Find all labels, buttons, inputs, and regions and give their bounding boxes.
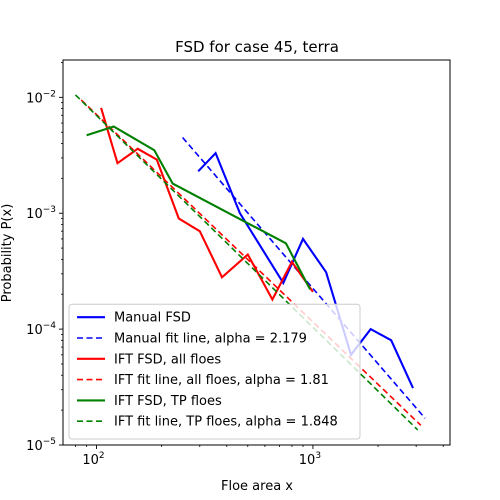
x-tick-base: 10: [82, 453, 99, 468]
x-tick-exponent: 2: [99, 451, 105, 461]
y-tick-base: 10: [26, 91, 43, 106]
y-tick-exponent: −2: [43, 89, 56, 99]
legend-label-manual-fit-line-alpha-2-179: Manual fit line, alpha = 2.179: [114, 332, 307, 347]
legend-label-manual-fsd: Manual FSD: [114, 311, 191, 326]
series-layer: [74, 94, 426, 431]
series-line-ift-fit-line-all-floes-alpha-1-81: [80, 99, 422, 426]
y-tick-exponent: −5: [43, 437, 56, 447]
series-line-manual-fsd: [197, 151, 414, 389]
series-line-ift-fit-line-tp-floes-alpha-1-848: [74, 94, 419, 431]
y-tick-label: 10−5: [26, 437, 56, 454]
x-tick-label: 103: [299, 451, 321, 468]
y-tick-label: 10−2: [26, 89, 56, 106]
x-tick-label: 102: [82, 451, 104, 468]
legend-box: [68, 303, 361, 440]
plot-frame: [62, 59, 451, 446]
y-tick-label: 10−4: [26, 321, 56, 338]
series-line-ift-fsd-all-floes: [100, 107, 314, 302]
y-tick-base: 10: [26, 439, 43, 454]
y-tick-base: 10: [26, 323, 43, 338]
legend-label-ift-fsd-tp-floes: IFT FSD, TP floes: [114, 394, 222, 409]
y-tick-label: 10−3: [26, 205, 56, 222]
y-tick-exponent: −3: [43, 205, 56, 215]
y-axis: 10−510−410−310−2: [26, 62, 63, 454]
y-tick-exponent: −4: [43, 321, 57, 331]
y-tick-base: 10: [26, 207, 43, 222]
x-tick-base: 10: [299, 453, 316, 468]
series-line-ift-fsd-tp-floes: [86, 125, 312, 290]
x-axis: 102 103: [75, 445, 444, 468]
x-tick-exponent: 3: [315, 451, 321, 461]
chart-title: FSD for case 45, terra: [175, 38, 339, 56]
legend: Manual FSD Manual fit line, alpha = 2.179…: [68, 303, 361, 440]
x-axis-label: Floe area x: [221, 479, 293, 494]
y-axis-label: Probability P(x): [0, 204, 15, 303]
legend-label-ift-fit-line-tp-floes-alpha-1-848: IFT fit line, TP floes, alpha = 1.848: [114, 415, 338, 430]
legend-label-ift-fsd-all-floes: IFT FSD, all floes: [114, 352, 221, 367]
legend-label-ift-fit-line-all-floes-alpha-1-81: IFT fit line, all floes, alpha = 1.81: [114, 373, 329, 388]
